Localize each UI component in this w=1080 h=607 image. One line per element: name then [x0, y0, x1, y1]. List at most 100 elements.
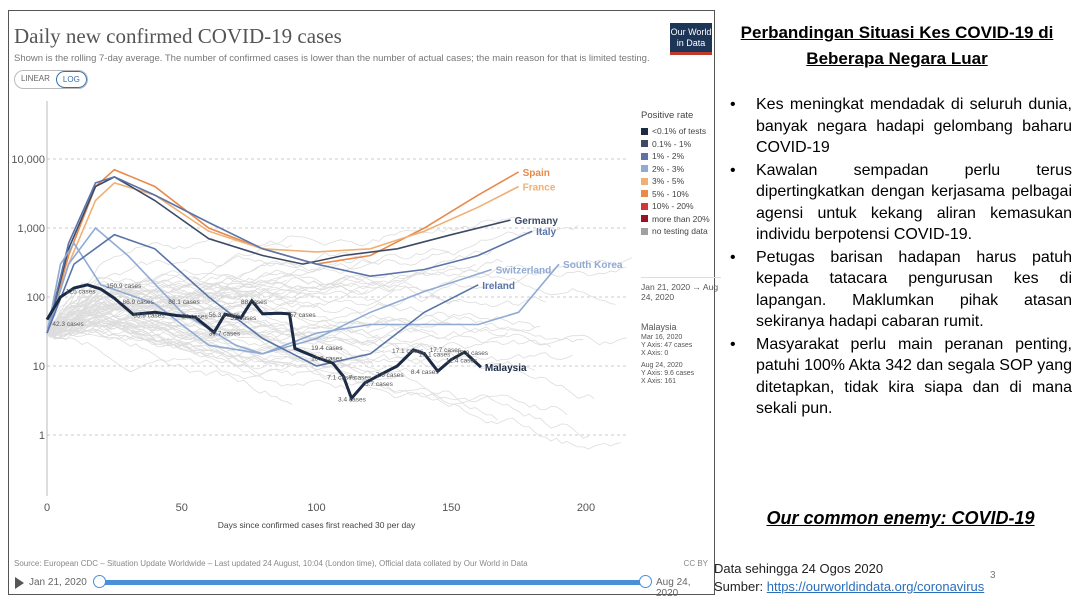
data-point-label: 7 cases	[349, 375, 372, 382]
chart-subtitle: Shown is the rolling 7-day average. The …	[14, 53, 650, 64]
other-country-line	[46, 329, 347, 390]
legend-item[interactable]: more than 20%	[641, 213, 710, 226]
other-country-line	[46, 311, 622, 450]
legend-swatch	[641, 177, 648, 185]
data-point-label: 12.4 cases	[446, 358, 478, 365]
series-label[interactable]: Spain	[523, 168, 550, 179]
y-tick-label: 10	[33, 361, 45, 373]
data-point-label: 13.3 cases	[311, 355, 343, 362]
legend-item[interactable]: no testing data	[641, 225, 710, 238]
other-country-line	[46, 322, 568, 416]
legend-label: more than 20%	[652, 213, 710, 224]
series-label[interactable]: Malaysia	[485, 363, 527, 374]
legend-label: 10% - 20%	[652, 201, 694, 212]
series-label[interactable]: South Korea	[563, 260, 623, 271]
other-country-line	[46, 327, 422, 380]
legend-item[interactable]: 0.1% - 1%	[641, 138, 710, 151]
bullet-item: Kes meningkat mendadak di seluruh dunia,…	[728, 94, 1072, 159]
data-point-label: 56.3 cases	[209, 312, 241, 319]
data-point-label: 42.3 cases	[52, 321, 84, 328]
y-tick-label: 1,000	[17, 223, 45, 235]
timeline-start-handle[interactable]	[93, 575, 106, 588]
data-point-label: 5.7 cases	[365, 381, 394, 388]
data-point-label: 88.1 cases	[168, 299, 200, 306]
legend-label: 3% - 5%	[652, 176, 685, 187]
legend-swatch	[641, 190, 648, 198]
series-label[interactable]: Italy	[536, 227, 556, 238]
log-button[interactable]: LOG	[55, 71, 87, 88]
bullet-item: Masyarakat perlu main peranan penting, p…	[728, 334, 1072, 420]
other-country-line	[46, 263, 476, 334]
other-country-line	[46, 296, 535, 371]
other-country-line	[46, 320, 509, 351]
other-country-line	[46, 282, 223, 334]
data-point-label: 17.1 cases	[392, 348, 424, 355]
y-tick-label: 100	[27, 292, 45, 304]
x-axis-label: Days since confirmed cases first reached…	[218, 520, 416, 530]
legend-label: 2% - 3%	[652, 163, 685, 174]
series-line-switzerland[interactable]	[46, 226, 492, 355]
legend-swatch	[641, 227, 648, 235]
series-label[interactable]: Switzerland	[496, 266, 552, 277]
legend-item[interactable]: <0.1% of tests	[641, 125, 710, 138]
data-point-label: 30.7 cases	[209, 330, 241, 337]
linear-button[interactable]: LINEAR	[21, 74, 50, 83]
footer-source: Data sehingga 24 Ogos 2020 Sumber: https…	[714, 561, 985, 594]
x-tick-label: 150	[442, 502, 460, 514]
legend-swatch	[641, 152, 648, 160]
bullet-list: Kes meningkat mendadak di seluruh dunia,…	[728, 94, 1072, 421]
legend-item[interactable]: 1% - 2%	[641, 150, 710, 163]
source-link[interactable]: https://ourworldindata.org/coronavirus	[766, 579, 985, 594]
data-point-label: 17.7 cases	[430, 347, 462, 354]
x-tick-label: 200	[577, 502, 595, 514]
other-country-line	[46, 305, 379, 338]
series-label[interactable]: Ireland	[482, 281, 515, 292]
legend: Positive rate <0.1% of tests 0.1% - 1% 1% …	[641, 110, 710, 238]
other-country-line	[46, 302, 385, 354]
owid-logo[interactable]: Our World in Data	[670, 23, 712, 55]
x-tick-label: 50	[176, 502, 188, 514]
data-point-label: 88 cases	[241, 299, 268, 306]
line-chart: 1 10 100 1,000 10,000 0 50 100 150 200 Days since …	[11, 101, 632, 530]
series-line-malaysia[interactable]	[45, 283, 482, 402]
series-line-italy[interactable]	[46, 176, 533, 334]
data-point-label: 15.9 cases	[457, 350, 489, 357]
legend-label: 5% - 10%	[652, 188, 689, 199]
source-note: Source: European CDC – Situation Update …	[14, 559, 528, 568]
scale-toggle: LINEAR LOG	[14, 70, 88, 89]
timeline-start: Jan 21, 2020	[29, 577, 87, 588]
legend-item[interactable]: 5% - 10%	[641, 188, 710, 201]
legend-label: no testing data	[652, 226, 708, 237]
legend-swatch	[641, 215, 648, 223]
series-line-france[interactable]	[46, 182, 519, 334]
timeline-slider[interactable]: Jan 21, 2020 Aug 24, 2020	[13, 574, 713, 599]
data-point-label: 3.4 cases	[338, 396, 367, 403]
timeline-end-handle[interactable]	[639, 575, 652, 588]
series-label[interactable]: Germany	[515, 216, 559, 227]
data-point-label: 55.9 cases	[133, 312, 165, 319]
series-line-south-korea[interactable]	[46, 241, 560, 355]
series-label[interactable]: France	[523, 182, 556, 193]
data-point-label: 51 cases	[230, 315, 257, 322]
bullet-item: Petugas barisan hadapan harus patuh kepa…	[728, 247, 1072, 333]
legend-item[interactable]: 2% - 3%	[641, 163, 710, 176]
time-range: Jan 21, 2020 → Aug 24, 2020	[641, 277, 721, 302]
timeline-end: Aug 24, 2020	[656, 577, 691, 599]
slide-title: Perbandingan Situasi Kes COVID-19 di Beb…	[740, 23, 1054, 68]
legend-label: <0.1% of tests	[652, 126, 707, 137]
license[interactable]: CC BY	[683, 559, 708, 568]
other-country-line	[46, 302, 271, 343]
other-country-line	[46, 332, 293, 405]
timeline-track[interactable]	[99, 580, 647, 585]
play-icon[interactable]	[15, 577, 24, 589]
chart-panel: Daily new confirmed COVID-19 cases Shown…	[8, 10, 721, 599]
bullet-item: Kawalan sempadan perlu terus dipertingka…	[728, 160, 1072, 246]
legend-item[interactable]: 3% - 5%	[641, 175, 710, 188]
x-tick-label: 0	[44, 502, 50, 514]
series-line-germany[interactable]	[46, 175, 511, 334]
data-point-label: 7.6 cases	[376, 372, 405, 379]
legend-item[interactable]: 10% - 20%	[641, 200, 710, 213]
legend-swatch	[641, 140, 648, 148]
legend-label: 0.1% - 1%	[652, 138, 692, 149]
data-point-label: 15.1 cases	[419, 352, 451, 359]
